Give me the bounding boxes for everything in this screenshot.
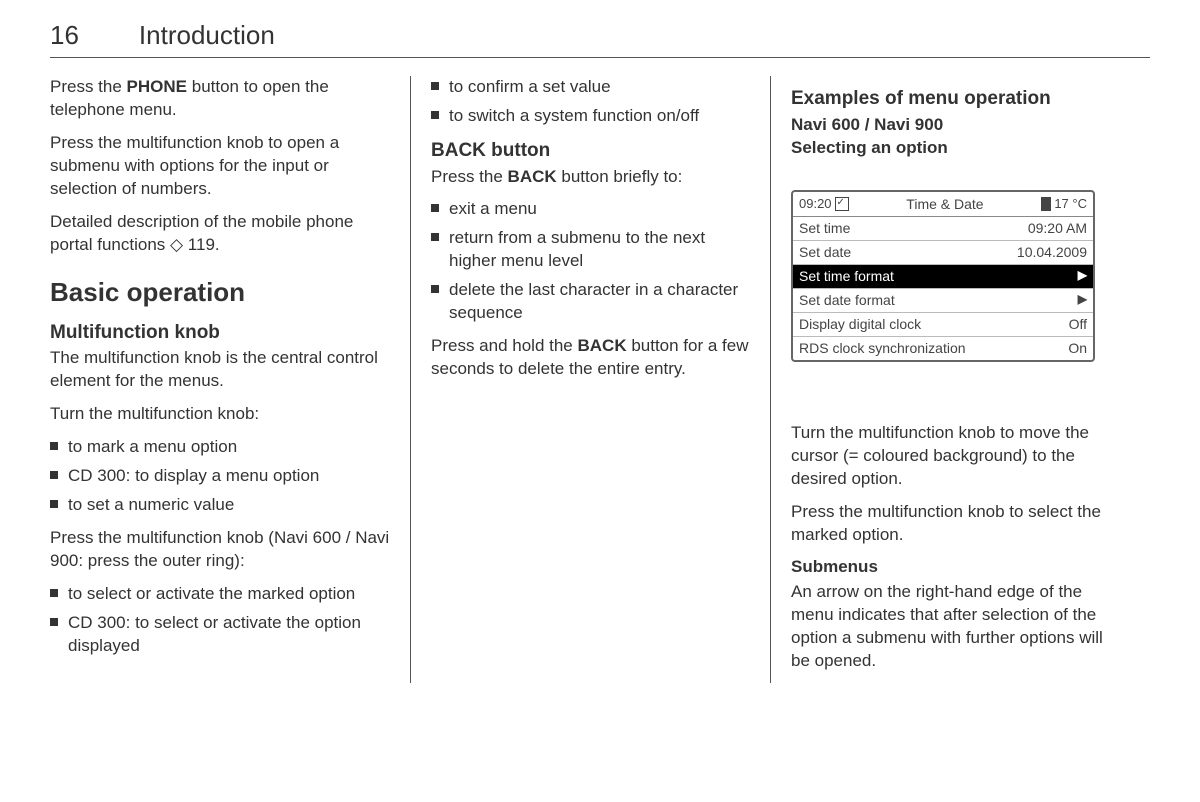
list-item: exit a menu: [431, 198, 750, 221]
press-list: to select or activate the marked option …: [50, 583, 390, 658]
menu-row: RDS clock synchronization On: [793, 336, 1093, 360]
paragraph: Press the multifunction knob to select t…: [791, 501, 1110, 547]
back-list: exit a menu return from a submenu to the…: [431, 198, 750, 325]
subsection-heading: Multifunction knob: [50, 320, 390, 346]
confirm-list: to confirm a set value to switch a syste…: [431, 76, 750, 128]
list-item: return from a submenu to the next higher…: [431, 227, 750, 273]
paragraph: Press the PHONE button to open the telep…: [50, 76, 390, 122]
text: button briefly to:: [557, 167, 683, 186]
menu-row-label: Set date: [799, 243, 851, 262]
device-screenshot: 09:20 Time & Date 17 °C Set time 09:20 AM…: [791, 190, 1095, 362]
paragraph: Press the multifunction knob to open a s…: [50, 132, 390, 201]
menu-row: Set date format ▶: [793, 288, 1093, 312]
paragraph: Turn the multifunction knob to move the …: [791, 422, 1110, 491]
text: Press the: [431, 167, 508, 186]
back-label: BACK: [577, 336, 626, 355]
paragraph: An arrow on the right-hand edge of the m…: [791, 581, 1110, 673]
paragraph: Press the multifunction knob (Navi 600 /…: [50, 527, 390, 573]
list-item: to set a numeric value: [50, 494, 390, 517]
paragraph: Turn the multifunction knob:: [50, 403, 390, 426]
chapter-title: Introduction: [139, 20, 275, 51]
list-item: to mark a menu option: [50, 436, 390, 459]
phone-label: PHONE: [127, 77, 187, 96]
screen-temp: 17 °C: [1054, 195, 1087, 213]
menu-row-value: Off: [1069, 315, 1087, 334]
list-item: CD 300: to select or activate the option…: [50, 612, 390, 658]
menu-row-selected: Set time format ▶: [793, 264, 1093, 288]
example-title: Selecting an option: [791, 137, 1110, 160]
screen-menu: Set time 09:20 AM Set date 10.04.2009 Set ti…: [793, 217, 1093, 359]
back-label: BACK: [508, 167, 557, 186]
list-item: to confirm a set value: [431, 76, 750, 99]
device-name: Navi 600 / Navi 900: [791, 114, 1110, 137]
screen-temp-area: 17 °C: [1041, 195, 1087, 213]
thermometer-icon: [1041, 197, 1051, 211]
column-1: Press the PHONE button to open the telep…: [50, 76, 410, 683]
page-header: 16 Introduction: [50, 20, 1150, 58]
menu-row-value: 10.04.2009: [1017, 243, 1087, 262]
column-3: Examples of menu operation Navi 600 / Na…: [770, 76, 1130, 683]
paragraph: Press the BACK button briefly to:: [431, 166, 750, 189]
manual-page: 16 Introduction Press the PHONE button t…: [0, 0, 1200, 802]
paragraph: Press and hold the BACK button for a few…: [431, 335, 750, 381]
paragraph: The multifunction knob is the central co…: [50, 347, 390, 393]
screen-header: 09:20 Time & Date 17 °C: [793, 192, 1093, 218]
list-item: delete the last character in a character…: [431, 279, 750, 325]
subsection-heading: Examples of menu operation: [791, 86, 1110, 112]
column-2: to confirm a set value to switch a syste…: [410, 76, 770, 683]
menu-row-label: Set date format: [799, 291, 895, 310]
screen-time: 09:20: [799, 195, 832, 213]
text: Press and hold the: [431, 336, 577, 355]
menu-row-label: Set time: [799, 219, 850, 238]
turn-list: to mark a menu option CD 300: to display…: [50, 436, 390, 517]
screen-title: Time & Date: [906, 195, 983, 214]
menu-row-label: Set time format: [799, 267, 894, 286]
screen-time-area: 09:20: [799, 195, 849, 213]
clock-icon: [835, 197, 849, 211]
menu-row: Set time 09:20 AM: [793, 217, 1093, 240]
submenu-arrow-icon: ▶: [1078, 291, 1087, 310]
menu-row-value: 09:20 AM: [1028, 219, 1087, 238]
submenu-arrow-icon: ▶: [1078, 267, 1087, 286]
menu-row: Set date 10.04.2009: [793, 240, 1093, 264]
paragraph: Detailed description of the mobile phone…: [50, 211, 390, 257]
menu-row: Display digital clock Off: [793, 312, 1093, 336]
subheading: Submenus: [791, 556, 1110, 579]
text: Press the: [50, 77, 127, 96]
menu-row-label: Display digital clock: [799, 315, 921, 334]
menu-row-label: RDS clock synchronization: [799, 339, 966, 358]
columns: Press the PHONE button to open the telep…: [50, 76, 1150, 683]
section-heading: Basic operation: [50, 275, 390, 310]
list-item: to select or activate the marked option: [50, 583, 390, 606]
menu-row-value: On: [1068, 339, 1087, 358]
page-number: 16: [50, 20, 79, 51]
list-item: to switch a system function on/off: [431, 105, 750, 128]
list-item: CD 300: to display a menu option: [50, 465, 390, 488]
subsection-heading: BACK button: [431, 138, 750, 164]
